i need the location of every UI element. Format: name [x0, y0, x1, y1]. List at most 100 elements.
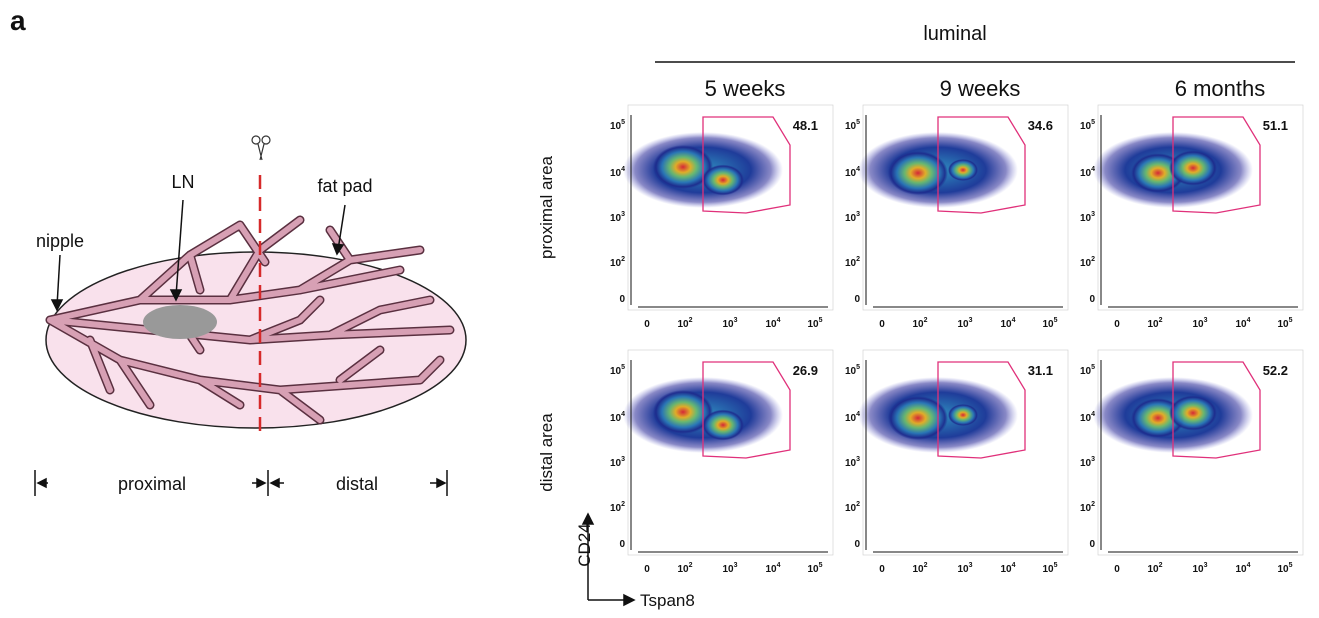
tick-label: 103 [957, 562, 972, 575]
gate-percentage: 34.6 [1028, 118, 1053, 133]
tick-exponent: 5 [819, 317, 823, 324]
tick-label: 0 [854, 294, 860, 305]
density-core [1169, 395, 1217, 430]
tick-label: 104 [845, 166, 860, 179]
tick-label: 102 [677, 317, 692, 330]
flow-plot: 52.2 [1093, 350, 1303, 555]
x-axis-label: Tspan8 [640, 591, 695, 610]
tick-label: 102 [1147, 562, 1162, 575]
label-proximal: proximal [118, 474, 186, 494]
label-ln: LN [171, 172, 194, 192]
group-title: luminal [923, 23, 986, 45]
label-nipple: nipple [36, 231, 84, 251]
tick-base: 10 [1080, 503, 1092, 514]
tick-base: 10 [845, 458, 857, 469]
tick-label: 103 [1192, 562, 1207, 575]
tick-exponent: 2 [856, 256, 860, 263]
tick-label: 104 [1235, 317, 1250, 330]
tick-base: 10 [1080, 213, 1092, 224]
density-core [888, 151, 948, 195]
density-core [702, 165, 744, 196]
tick-base: 10 [1080, 413, 1092, 424]
flow-plot: 26.9 [623, 350, 833, 555]
gate-percentage: 52.2 [1263, 363, 1288, 378]
row-title: distal area [537, 413, 556, 492]
tick-exponent: 4 [777, 562, 781, 569]
tick-exponent: 5 [819, 562, 823, 569]
tick-exponent: 4 [1247, 317, 1251, 324]
tick-base: 10 [610, 458, 622, 469]
tick-label: 105 [1080, 364, 1095, 377]
tick-base: 10 [845, 121, 857, 132]
density-core [702, 410, 744, 441]
tick-base: 10 [677, 564, 689, 575]
tick-label: 105 [1042, 317, 1057, 330]
tick-label: 0 [1089, 294, 1095, 305]
column-title: 6 months [1175, 76, 1266, 101]
tick-exponent: 2 [1159, 562, 1163, 569]
tick-exponent: 5 [856, 119, 860, 126]
tick-exponent: 3 [734, 317, 738, 324]
tick-label: 102 [610, 501, 625, 514]
tick-exponent: 5 [1054, 317, 1058, 324]
row-title: proximal area [537, 155, 556, 259]
gate-percentage: 26.9 [793, 363, 818, 378]
tick-label: 103 [845, 211, 860, 224]
tick-label: 102 [1147, 317, 1162, 330]
label-distal: distal [336, 474, 378, 494]
y-axis-label: CD24 [575, 523, 594, 566]
tick-base: 10 [1277, 319, 1289, 330]
tick-base: 10 [610, 213, 622, 224]
tick-label: 102 [912, 317, 927, 330]
tick-exponent: 3 [621, 456, 625, 463]
tick-exponent: 3 [856, 456, 860, 463]
gate-percentage: 48.1 [793, 118, 818, 133]
tick-label: 102 [610, 256, 625, 269]
tick-base: 10 [957, 564, 969, 575]
flow-plot: 48.1 [623, 105, 833, 310]
tick-label: 0 [1089, 539, 1095, 550]
tick-label: 105 [1042, 562, 1057, 575]
density-core [948, 404, 978, 426]
tick-exponent: 2 [856, 501, 860, 508]
tick-exponent: 5 [621, 364, 625, 371]
tick-base: 10 [610, 168, 622, 179]
tick-label: 104 [610, 166, 625, 179]
tick-label: 105 [610, 119, 625, 132]
tick-base: 10 [1080, 168, 1092, 179]
tick-exponent: 2 [1091, 501, 1095, 508]
tick-exponent: 3 [1091, 456, 1095, 463]
tick-label: 103 [845, 456, 860, 469]
density-core [1169, 150, 1217, 185]
density-core [888, 396, 948, 440]
tick-base: 10 [807, 564, 819, 575]
tick-label: 102 [912, 562, 927, 575]
tick-exponent: 4 [1012, 562, 1016, 569]
tick-exponent: 3 [969, 317, 973, 324]
tick-base: 10 [807, 319, 819, 330]
tick-base: 10 [1000, 564, 1012, 575]
tick-label: 0 [854, 539, 860, 550]
tick-base: 10 [845, 366, 857, 377]
tick-exponent: 4 [1247, 562, 1251, 569]
tick-base: 10 [1080, 366, 1092, 377]
flow-plot: 51.1 [1093, 105, 1303, 310]
flow-plot: 34.6 [858, 105, 1068, 310]
tick-label: 103 [610, 211, 625, 224]
tick-exponent: 3 [734, 562, 738, 569]
tick-base: 10 [1235, 319, 1247, 330]
tick-base: 10 [1080, 258, 1092, 269]
tick-label: 104 [1000, 317, 1015, 330]
tick-base: 10 [1080, 458, 1092, 469]
density-core [948, 159, 978, 181]
tick-label: 102 [1080, 256, 1095, 269]
tick-label: 104 [765, 317, 780, 330]
gate-percentage: 31.1 [1028, 363, 1053, 378]
column-title: 5 weeks [705, 76, 786, 101]
tick-label: 105 [1277, 317, 1292, 330]
tick-exponent: 4 [621, 411, 625, 418]
tick-base: 10 [722, 319, 734, 330]
tick-base: 10 [610, 258, 622, 269]
tick-base: 10 [957, 319, 969, 330]
tick-label: 0 [1114, 564, 1120, 575]
